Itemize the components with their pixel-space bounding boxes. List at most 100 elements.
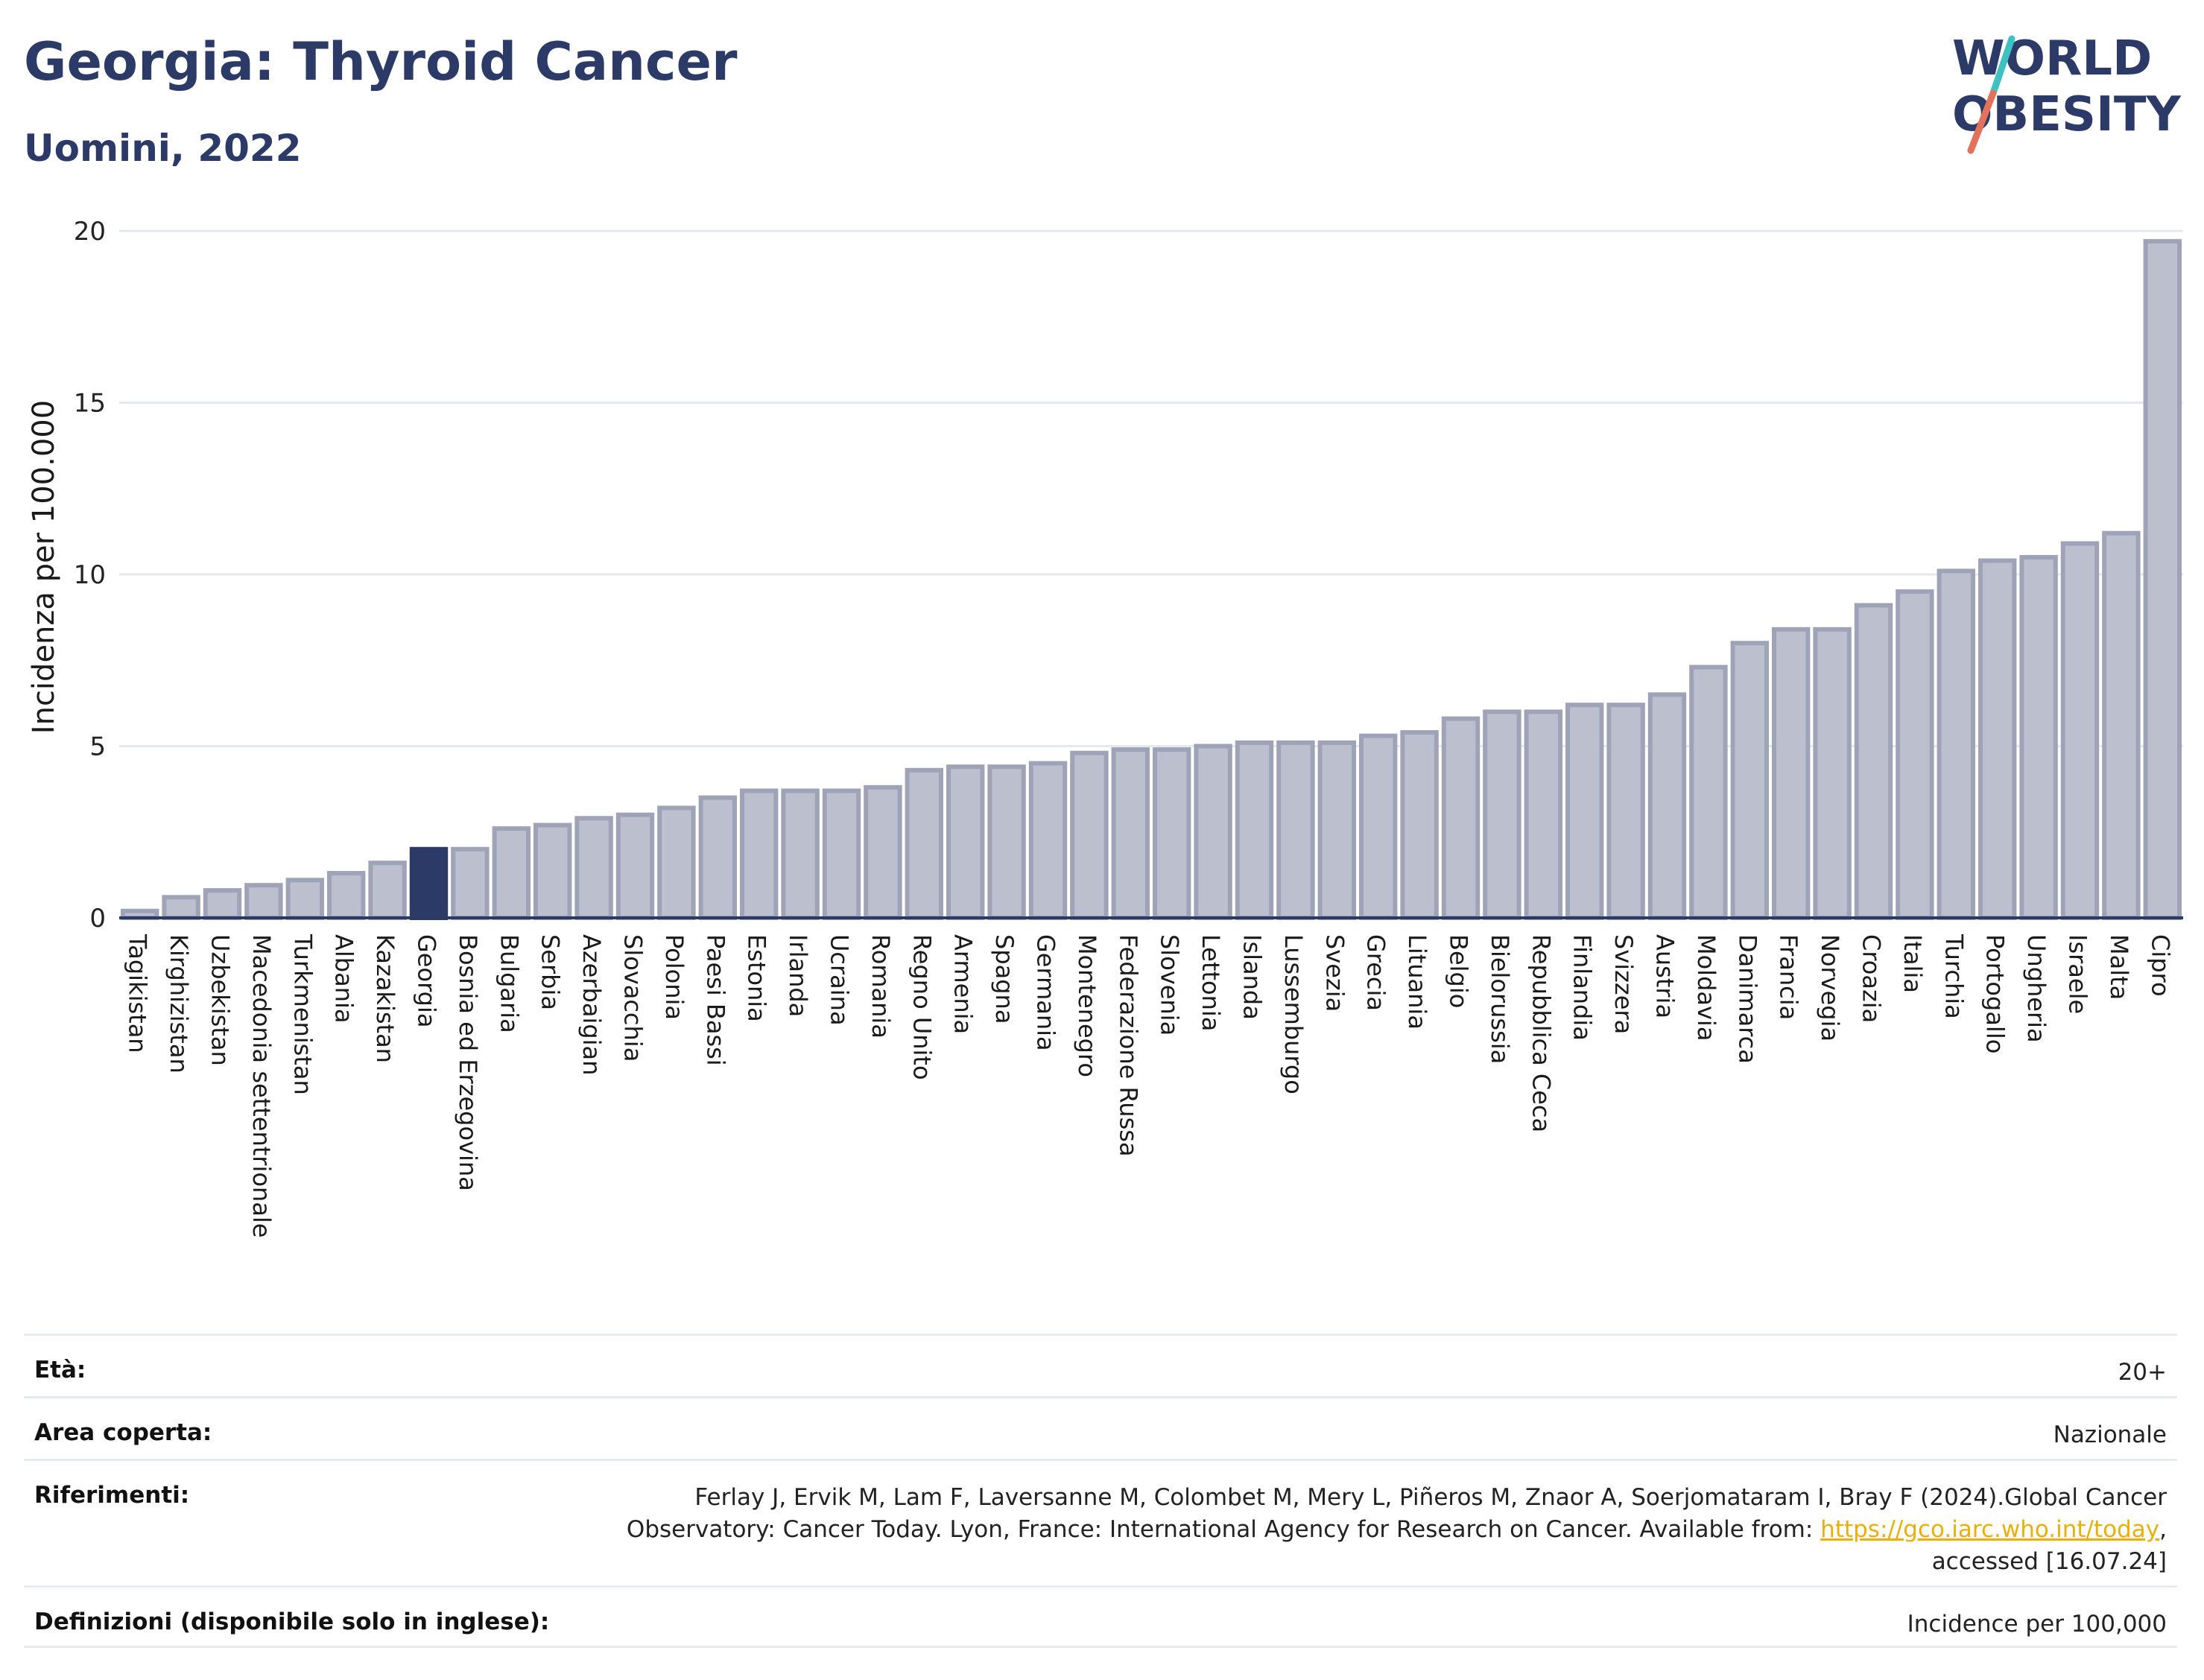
x-tick-label: Germania [1032,934,1060,1051]
area-value: Nazionale [2053,1421,2167,1448]
x-tick-label: Azerbaigian [577,934,606,1075]
x-tick-label: Turkmenistan [288,933,317,1095]
x-tick-label: Finlandia [1568,934,1597,1041]
x-tick-label: Kazakistan [371,934,399,1063]
bar-turkmenistan [285,878,325,920]
bar-portogallo [1977,558,2017,920]
x-tick-label: Georgia [413,934,441,1027]
bar-slovenia [1152,747,1191,920]
x-tick-label: Albania [330,934,358,1023]
meta-row-references: Riferimenti: Ferlay J, Ervik M, Lam F, L… [24,1459,2177,1585]
logo-accent-teal [1989,35,2015,97]
bar-austria [1647,692,1687,920]
bar-chart: 0 5 10 15 20 Incidenza per 100.000 Tagikista… [27,217,2183,1237]
x-axis-ticks: Tagikistan Kirghizistan Uzbekistan Macedoni… [124,933,2175,1237]
x-tick-label: Ucraina [826,934,854,1026]
x-tick-label: Islanda [1238,934,1267,1020]
x-tick-label: Regno Unito [908,934,936,1080]
bar-bielorussia [1483,709,1521,921]
bar-repubblica-ceca [1524,709,1563,921]
bar-azerbaigian [574,816,613,920]
x-tick-label: Belgio [1445,934,1473,1008]
bar-georgia [409,846,449,920]
bar-belgio [1441,716,1481,920]
bar-kirghizistan [162,895,200,921]
x-tick-label: Turchia [1939,933,1968,1019]
y-tick-label: 5 [89,732,106,762]
bar-estonia [739,788,779,920]
bar-albania [326,871,366,921]
x-tick-label: Slovenia [1156,934,1184,1036]
bar-francia [1771,627,1811,920]
x-tick-label: Tagikistan [124,933,152,1053]
chart-subtitle: Uomini, 2022 [24,127,302,170]
x-tick-label: Romania [867,934,895,1039]
references-value: Ferlay J, Ervik M, Lam F, Laversanne M, … [627,1482,2167,1578]
x-tick-label: Lussemburgo [1279,934,1308,1094]
bar-islanda [1235,740,1274,921]
area-label: Area coperta: [34,1419,212,1446]
bar-svezia [1317,740,1357,921]
y-axis-title: Incidenza per 100.000 [27,400,61,734]
definitions-value: Incidence per 100,000 [1907,1611,2167,1638]
bar-uzbekistan [203,888,242,920]
bar-danimarca [1730,641,1770,920]
bar-moldavia [1689,665,1728,920]
x-tick-label: Cipro [2146,934,2174,997]
bar-norvegia [1813,627,1852,920]
references-line-2-end: , [2159,1516,2167,1543]
x-tick-label: Bulgaria [495,934,523,1033]
bar-bosnia-ed-erzegovina [451,846,490,920]
logo-line-1: WORLD [1952,31,2152,86]
x-tick-label: Uzbekistan [206,934,235,1066]
bar-montenegro [1070,750,1109,920]
bar-polonia [657,805,696,920]
x-tick-label: Norvegia [1816,934,1844,1042]
x-tick-label: Israele [2064,934,2092,1014]
references-line-1: Ferlay J, Ervik M, Lam F, Laversanne M, … [694,1484,2167,1511]
metadata-table: Età: 20+ Area coperta: Nazionale Riferim… [24,1334,2177,1648]
world-obesity-logo: WORLD OBESITY [1937,22,2191,156]
age-value: 20+ [2118,1359,2167,1386]
bar-irlanda [781,788,820,920]
bar-israele [2060,541,2100,920]
x-tick-label: Paesi Bassi [701,934,729,1066]
meta-row-definitions: Definizioni (disponibile solo in inglese… [24,1585,2177,1648]
x-tick-label: Lituania [1403,934,1431,1030]
x-tick-label: Armenia [949,934,978,1034]
references-line-2-text: Observatory: Cancer Today. Lyon, France:… [626,1516,1821,1543]
bar-serbia [533,822,572,921]
x-tick-label: Spagna [990,934,1019,1024]
x-tick-label: Estonia [743,934,771,1022]
bar-croazia [1854,603,1893,920]
bar-grecia [1358,733,1398,920]
bar-ucraina [822,788,861,920]
bars [120,238,2182,921]
x-tick-label: Svezia [1320,934,1349,1012]
bar-macedonia-settentrionale [244,883,283,921]
x-tick-label: Irlanda [784,934,812,1017]
bar-ungheria [2019,554,2058,920]
bar-kazakistan [368,860,407,920]
bar-spagna [987,764,1026,920]
logo-accent-coral [1967,89,1997,154]
bar-lettonia [1194,744,1232,920]
bar-federazione-russa [1111,747,1150,920]
x-tick-label: Croazia [1858,934,1886,1023]
bar-svizzera [1606,703,1645,920]
x-tick-label: Ungheria [2022,934,2051,1043]
y-tick-label: 10 [74,560,106,590]
x-tick-label: Serbia [536,934,565,1010]
bar-romania [864,784,902,920]
x-tick-label: Montenegro [1073,934,1101,1077]
x-tick-label: Francia [1775,934,1803,1020]
bar-armenia [946,764,985,920]
x-tick-label: Lettonia [1197,934,1225,1031]
x-tick-label: Svizzera [1609,934,1638,1034]
y-axis-ticks: 0 5 10 15 20 [74,217,106,933]
x-tick-label: Bielorussia [1486,934,1514,1064]
references-line-3: accessed [16.07.24] [1931,1548,2167,1575]
references-link[interactable]: https://gco.iarc.who.int/today [1820,1516,2160,1543]
definitions-label: Definizioni (disponibile solo in inglese… [34,1608,550,1635]
bar-paesi-bassi [698,795,738,921]
